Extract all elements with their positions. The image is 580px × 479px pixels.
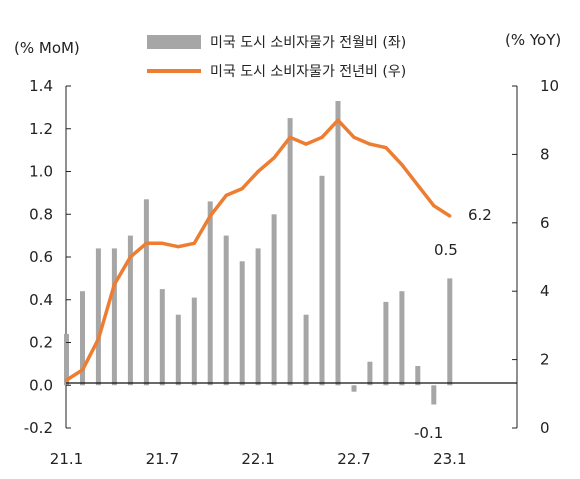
bar-21.6 [143, 199, 149, 386]
line-point-22.5 [320, 135, 324, 139]
bar-22.11 [415, 366, 421, 386]
right-tick-label: 6 [540, 214, 550, 232]
x-tick-label: 21.1 [50, 450, 83, 468]
right-tick-label: 10 [540, 77, 559, 95]
line-point-21.4 [112, 282, 116, 286]
annotation-jan23-mom: 0.5 [434, 241, 458, 259]
line-point-22.11 [416, 183, 420, 187]
bar-22.4 [303, 314, 309, 386]
line-point-22.1 [256, 169, 260, 174]
bar-23.1 [447, 278, 453, 386]
bar-22.3 [287, 118, 293, 386]
legend-line-label: 미국 도시 소비자물가 전년비 (우) [210, 64, 406, 80]
line-point-21.11 [224, 193, 228, 197]
right-tick-label: 4 [540, 282, 550, 300]
left-tick-label: 0.4 [29, 291, 53, 309]
annotation-jan23-yoy: 6.2 [468, 206, 492, 224]
bar-22.6 [335, 101, 341, 386]
bar-21.9 [191, 297, 197, 386]
line-point-22.3 [288, 135, 292, 139]
line-point-21.12 [240, 187, 244, 191]
bar-21.10 [207, 201, 213, 386]
line-point-23.1 [448, 214, 452, 218]
legend-bar-swatch [147, 35, 201, 49]
right-tick-label: 8 [540, 145, 550, 163]
bar-21.2 [80, 291, 85, 386]
line-point-21.9 [192, 241, 196, 245]
line-series [64, 118, 452, 382]
bar-21.3 [95, 248, 101, 386]
bar-21.11 [223, 235, 229, 386]
line-point-21.3 [96, 337, 100, 341]
line-point-21.5 [128, 255, 132, 259]
left-axis-label: (% MoM) [14, 39, 80, 57]
right-tick-label: 0 [540, 419, 550, 437]
line-point-21.8 [176, 245, 180, 249]
bar-22.10 [399, 291, 405, 386]
right-axis-label: (% YoY) [505, 31, 561, 49]
left-tick-label: 0.6 [29, 248, 53, 266]
left-tick-label: 0.8 [29, 205, 53, 223]
line-point-21.10 [208, 214, 212, 218]
left-tick-label: 1.0 [29, 163, 53, 181]
bar-21.7 [159, 289, 165, 386]
left-tick-label: 0.2 [29, 334, 53, 352]
line-point-22.10 [400, 163, 404, 167]
line-point-22.9 [384, 146, 388, 150]
bar-22.2 [271, 214, 277, 386]
left-tick-label: 1.4 [29, 77, 53, 95]
annotation-dec22-mom: -0.1 [414, 424, 443, 442]
bar-22.9 [383, 301, 389, 386]
bar-21.8 [175, 314, 181, 386]
left-tick-label: 0.0 [29, 376, 53, 394]
line-point-22.6 [336, 118, 340, 122]
x-tick-label: 23.1 [433, 450, 466, 468]
right-tick-label: 2 [540, 351, 550, 369]
legend-bar-label: 미국 도시 소비자물가 전월비 (좌) [210, 35, 406, 51]
x-tick-label: 22.7 [337, 450, 370, 468]
left-tick-label: -0.2 [24, 419, 53, 437]
line-point-21.7 [160, 241, 164, 245]
bar-22.8 [367, 361, 373, 386]
bar-21.12 [239, 261, 245, 386]
bar-21.4 [111, 248, 117, 386]
bar-22.12 [431, 385, 437, 405]
line-point-22.4 [304, 142, 308, 146]
bar-22.5 [319, 175, 325, 386]
x-tick-label: 21.7 [146, 450, 179, 468]
bar-series [64, 101, 453, 405]
line-point-21.1 [64, 378, 69, 382]
ticks: -0.2 0.0 0.2 0.4 0.6 0.8 1.0 1.2 1.4 0 2 4 6 8 10 21.1 2… [24, 77, 559, 468]
line-point-21.2 [80, 368, 85, 372]
line-point-21.6 [144, 241, 148, 245]
line-point-22.8 [368, 142, 372, 146]
bar-21.1 [64, 333, 69, 386]
line-point-22.7 [352, 135, 356, 139]
bar-21.5 [127, 235, 133, 386]
line-point-22.2 [272, 156, 276, 160]
x-tick-label: 22.1 [241, 450, 274, 468]
bar-22.1 [255, 248, 261, 386]
line-point-22.12 [432, 204, 436, 208]
bar-22.7 [351, 385, 357, 392]
left-tick-label: 1.2 [29, 120, 53, 138]
